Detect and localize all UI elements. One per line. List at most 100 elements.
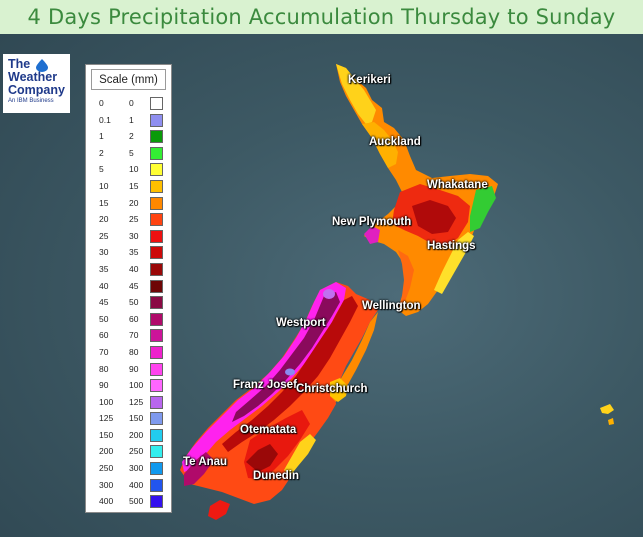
legend-from-value: 0 <box>99 98 104 108</box>
legend-to-value: 300 <box>129 463 144 474</box>
legend-from-value: 250 <box>99 463 114 474</box>
city-label-christchurch: Christchurch <box>296 383 368 395</box>
chatham-island-small <box>608 418 614 425</box>
legend-to-value: 70 <box>129 330 139 341</box>
legend-to-value: 90 <box>129 363 139 374</box>
title-bar: 4 Days Precipitation Accumulation Thursd… <box>0 0 643 34</box>
legend-row: 50 60 <box>86 312 171 329</box>
legend-from-value: 125 <box>99 413 114 424</box>
water-drop-icon <box>36 59 48 72</box>
legend-from-value: 45 <box>99 297 109 308</box>
legend-from-value: 30 <box>99 247 109 258</box>
logo-line-the: The <box>8 57 31 71</box>
legend-from-value: 400 <box>99 496 114 507</box>
legend-row: 0.1 1 <box>86 113 171 130</box>
stewart-island <box>208 500 230 520</box>
legend-color-swatch <box>150 163 163 177</box>
legend-color-swatch <box>150 412 163 426</box>
legend-color-swatch <box>150 462 163 476</box>
south-island-purple-core <box>232 292 340 422</box>
franz-josef-blue-spot <box>285 368 295 376</box>
legend-row: 15 20 <box>86 196 171 213</box>
legend-color-swatch <box>150 312 163 326</box>
south-island-yellow-dunedin <box>284 434 316 476</box>
legend-to-value: 2 <box>129 131 134 142</box>
legend-row: 250 300 <box>86 461 171 478</box>
legend-color-swatch <box>150 229 163 243</box>
legend-color-swatch <box>150 130 163 144</box>
legend-from-value: 60 <box>99 330 109 341</box>
logo-tagline: An IBM Business <box>8 98 54 104</box>
legend-to-value: 400 <box>129 479 144 490</box>
legend-to-value: 35 <box>129 247 139 258</box>
legend-color-swatch <box>150 428 163 442</box>
legend-row: 5 10 <box>86 162 171 179</box>
north-island-orange-south <box>398 250 414 310</box>
legend-to-value: 150 <box>129 413 144 424</box>
scale-legend: Scale (mm) 0 0 0.1 1 1 2 2 5 5 10 10 15 15 20 20 25 25 30… <box>85 64 172 513</box>
legend-color-swatch <box>150 146 163 160</box>
legend-color-swatch <box>150 97 163 110</box>
chatham-island-main <box>600 404 614 414</box>
north-island-yellow-north <box>336 64 376 124</box>
legend-from-value: 200 <box>99 446 114 457</box>
legend-color-swatch <box>150 495 163 509</box>
legend-color-swatch <box>150 296 163 310</box>
legend-row: 90 100 <box>86 378 171 395</box>
legend-to-value: 125 <box>129 396 144 407</box>
legend-row: 25 30 <box>86 229 171 246</box>
chatham-islands <box>600 404 614 425</box>
city-label-westport: Westport <box>276 317 326 329</box>
legend-from-value: 40 <box>99 280 109 291</box>
legend-to-value: 0 <box>129 98 134 108</box>
north-island-darkred-core <box>412 200 456 234</box>
legend-row: 150 200 <box>86 428 171 445</box>
legend-row: 300 400 <box>86 478 171 495</box>
legend-title: Scale (mm) <box>91 69 166 90</box>
south-island-darkred-otago <box>246 444 278 472</box>
legend-row: 35 40 <box>86 262 171 279</box>
map-title: 4 Days Precipitation Accumulation Thursd… <box>27 5 616 29</box>
north-island-green-east <box>470 186 496 232</box>
city-label-dunedin: Dunedin <box>253 470 299 482</box>
legend-to-value: 30 <box>129 230 139 241</box>
legend-from-value: 10 <box>99 180 109 191</box>
legend-to-value: 60 <box>129 313 139 324</box>
legend-row: 30 35 <box>86 245 171 262</box>
legend-from-value: 2 <box>99 147 104 158</box>
north-island-orange-auckland <box>362 122 398 168</box>
legend-row: 70 80 <box>86 345 171 362</box>
city-label-hastings: Hastings <box>427 240 476 252</box>
legend-from-value: 15 <box>99 197 109 208</box>
legend-row: 10 15 <box>86 179 171 196</box>
legend-color-swatch <box>150 246 163 260</box>
legend-color-swatch <box>150 362 163 376</box>
south-island-darkred-band <box>222 296 358 452</box>
legend-color-swatch <box>150 113 163 127</box>
legend-to-value: 1 <box>129 114 134 125</box>
city-label-auckland: Auckland <box>369 136 421 148</box>
legend-row: 125 150 <box>86 411 171 428</box>
legend-from-value: 0.1 <box>99 114 111 125</box>
north-island-magenta-taranaki <box>364 226 380 244</box>
legend-from-value: 100 <box>99 396 114 407</box>
legend-to-value: 100 <box>129 380 144 391</box>
legend-to-value: 50 <box>129 297 139 308</box>
legend-color-swatch <box>150 345 163 359</box>
weather-company-logo: The Weather Company An IBM Business <box>3 54 70 113</box>
legend-from-value: 35 <box>99 263 109 274</box>
legend-to-value: 20 <box>129 197 139 208</box>
legend-color-swatch <box>150 262 163 276</box>
legend-from-value: 80 <box>99 363 109 374</box>
legend-color-swatch <box>150 395 163 409</box>
legend-from-value: 150 <box>99 429 114 440</box>
westport-lavender-spot <box>323 289 335 299</box>
city-label-kerikeri: Kerikeri <box>348 74 391 86</box>
legend-row: 100 125 <box>86 395 171 412</box>
legend-color-swatch <box>150 329 163 343</box>
city-label-otematata: Otematata <box>240 424 297 436</box>
